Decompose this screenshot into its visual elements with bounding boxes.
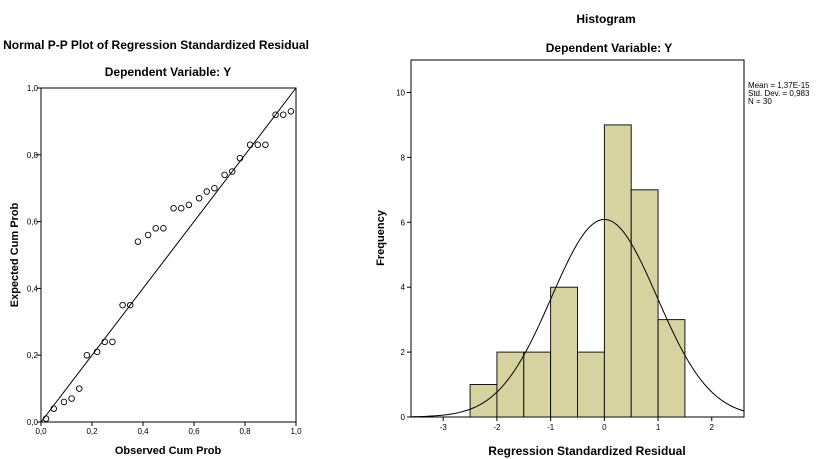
pp-point (144, 231, 152, 239)
pp-plot-points (42, 108, 295, 422)
histogram-normal-curve (410, 218, 745, 418)
pp-point (109, 338, 116, 346)
pp-point (126, 301, 134, 309)
pp-point (119, 301, 126, 309)
pp-plot-subtitle: Dependent Variable: Y (105, 65, 232, 79)
pp-point (272, 111, 279, 118)
histogram-stat-std-dev: Std. Dev. = 0,983 (748, 89, 810, 98)
pp-point (170, 204, 177, 212)
pp-y-tick-label: 1,0 (27, 84, 39, 93)
pp-plot-title: Normal P-P Plot of Regression Standardiz… (3, 38, 309, 52)
pp-x-tick-label: 1,0 (290, 427, 302, 436)
pp-point (280, 111, 287, 118)
pp-point (185, 201, 193, 209)
pp-point (160, 225, 167, 232)
pp-x-tick-label: 0,8 (239, 427, 251, 436)
pp-point (254, 141, 261, 149)
histogram-ticks: -3 -2 -1 0 1 2 0 2 4 6 8 10 (396, 88, 714, 432)
histogram-x-tick-label: 1 (656, 423, 661, 432)
histogram-y-axis-label: Frequency (375, 209, 387, 266)
pp-point (134, 238, 142, 245)
pp-point (203, 188, 210, 195)
pp-point (93, 348, 101, 356)
histogram-stats-legend: Mean = 1,37E-15 Std. Dev. = 0,983 N = 30 (748, 81, 810, 106)
histogram-bar (603, 124, 632, 418)
histogram-x-tick-label: -3 (440, 423, 448, 432)
histogram-y-tick-label: 10 (396, 88, 405, 97)
pp-point (246, 141, 254, 149)
pp-x-tick-label: 0,4 (137, 427, 149, 436)
pp-point (60, 398, 68, 406)
pp-y-tick-label: 0,0 (27, 418, 39, 427)
pp-point (75, 385, 83, 392)
histogram-bar (523, 351, 552, 418)
pp-point (50, 405, 58, 412)
pp-point (152, 225, 159, 232)
pp-y-tick-label: 0,2 (27, 351, 39, 360)
histogram-x-axis-label: Regression Standardized Residual (488, 444, 685, 458)
histogram-subtitle: Dependent Variable: Y (546, 41, 673, 55)
histogram-bar (630, 189, 659, 418)
histogram-y-tick-label: 0 (401, 413, 406, 422)
pp-point (221, 171, 228, 179)
histogram-stat-mean: Mean = 1,37E-15 (748, 81, 810, 90)
histogram-y-tick-label: 6 (401, 218, 406, 227)
pp-point (211, 184, 218, 192)
histogram-bar (550, 286, 578, 418)
pp-point (42, 415, 50, 422)
pp-point (262, 141, 269, 149)
pp-point (83, 351, 91, 359)
pp-point (177, 204, 185, 212)
pp-x-tick-label: 0,0 (35, 427, 47, 436)
histogram-stat-n: N = 30 (748, 97, 772, 106)
pp-point (195, 194, 203, 202)
histogram-title: Histogram (576, 12, 635, 26)
histogram-bars (469, 124, 686, 418)
pp-plot-ticks: 0,0 0,2 0,4 0,6 0,8 1,0 0,0 0,2 0,4 0,6 0,8 1,0 (27, 84, 302, 436)
pp-point (287, 108, 295, 115)
histogram-y-tick-label: 8 (401, 153, 406, 162)
histogram-x-tick-label: 0 (602, 423, 607, 432)
pp-y-tick-label: 0,6 (27, 218, 39, 227)
pp-y-tick-label: 0,4 (27, 284, 39, 293)
histogram-bar (577, 351, 605, 418)
pp-point (228, 168, 236, 175)
histogram-bar (469, 384, 498, 418)
histogram-x-tick-label: 2 (710, 423, 715, 432)
histogram-y-tick-label: 2 (401, 348, 406, 357)
histogram-x-tick-label: -2 (493, 423, 501, 432)
pp-y-tick-label: 0,8 (27, 151, 39, 160)
pp-plot-reference-line (40, 87, 297, 423)
pp-x-tick-label: 0,6 (188, 427, 200, 436)
pp-x-tick-label: 0,2 (86, 427, 98, 436)
pp-point (68, 395, 75, 402)
histogram-x-tick-label: -1 (547, 423, 555, 432)
pp-point (101, 338, 108, 346)
pp-plot-frame (40, 87, 297, 423)
histogram-bar (657, 319, 686, 418)
pp-plot-chart: Normal P-P Plot of Regression Standardiz… (3, 38, 309, 457)
histogram-chart: Histogram Dependent Variable: Y -3 -2 -1 0 1… (375, 12, 810, 458)
histogram-y-tick-label: 4 (401, 283, 406, 292)
pp-plot-x-axis-label: Observed Cum Prob (115, 445, 222, 457)
pp-point (236, 154, 244, 162)
pp-plot-y-axis-label: Expected Cum Prob (9, 202, 21, 307)
